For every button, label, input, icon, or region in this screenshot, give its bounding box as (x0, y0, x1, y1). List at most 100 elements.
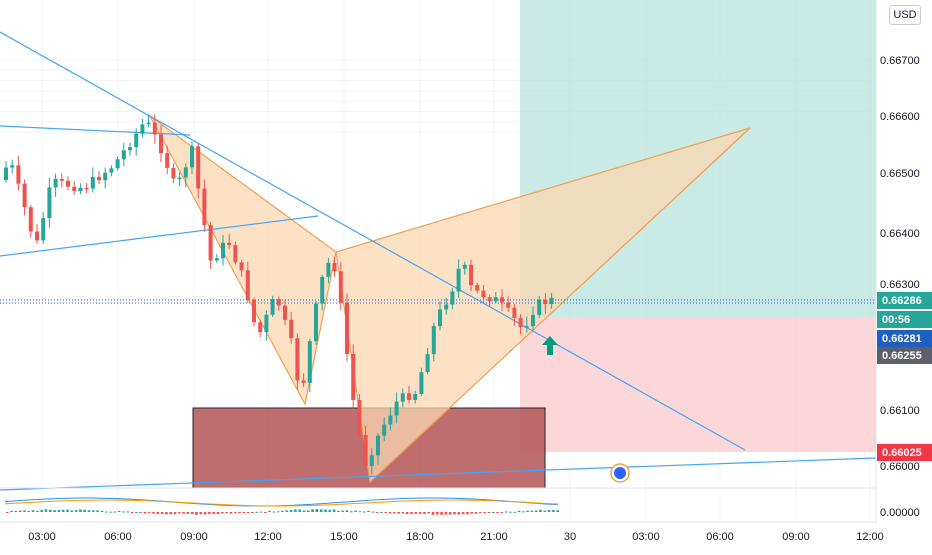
histogram-bar (491, 511, 495, 513)
signal-line (5, 499, 559, 507)
candle-body (531, 314, 535, 327)
candle-body (295, 338, 300, 381)
histogram-bar (272, 511, 276, 513)
up-arrow-icon[interactable] (542, 336, 558, 355)
histogram-bar (388, 512, 392, 514)
trendline-lower[interactable] (0, 215, 319, 257)
histogram-bar (126, 511, 129, 513)
flag-icon[interactable] (614, 467, 626, 479)
candle-body (283, 305, 287, 320)
histogram-bar (212, 512, 215, 515)
trendline-support[interactable] (0, 457, 877, 491)
histogram-bar (225, 512, 228, 514)
histogram-bar (79, 509, 82, 512)
histogram-bar (427, 512, 430, 514)
trendline-descending[interactable] (0, 31, 746, 451)
histogram-bar (66, 509, 69, 512)
x-tick-label: 09:00 (180, 531, 208, 543)
histogram-bar (302, 510, 306, 512)
histogram-bar (100, 510, 104, 512)
histogram-bar (173, 512, 177, 515)
price-tag-label: 0.66025 (882, 447, 922, 459)
candle-body (307, 341, 312, 383)
histogram-bar (483, 512, 486, 514)
price-tag-current[interactable]: 0.66286 (877, 292, 932, 309)
candle-body (159, 134, 163, 154)
histogram-bar (130, 512, 134, 513)
candle-body (481, 290, 486, 298)
histogram-bar (371, 511, 375, 513)
histogram-bar (208, 512, 211, 514)
histogram-bar (448, 512, 452, 515)
candle-body (128, 147, 132, 151)
histogram-bar (552, 510, 555, 512)
candle-body (72, 186, 77, 192)
candle-body (239, 262, 244, 271)
candle-body (78, 187, 83, 192)
histogram-bar (10, 510, 13, 512)
histogram-bar (139, 512, 142, 513)
candle-body (165, 153, 170, 168)
candle-body (301, 380, 306, 383)
candle-body (345, 302, 349, 354)
candle-body (146, 122, 151, 125)
histogram-bar (285, 510, 289, 512)
histogram-bar (539, 509, 542, 512)
trendline-top[interactable] (0, 125, 191, 136)
histogram-bar (375, 512, 379, 513)
histogram-bar (556, 510, 559, 512)
histogram-bar (513, 511, 516, 513)
histogram-bar (500, 512, 504, 513)
histogram-bar (461, 512, 465, 515)
candle-body (357, 400, 362, 435)
histogram-bar (92, 510, 95, 512)
histogram-bar (147, 512, 151, 513)
candle-body (183, 167, 188, 178)
histogram-bar (526, 510, 529, 512)
histogram-bar (6, 512, 9, 513)
histogram-bar (87, 510, 91, 512)
histogram-bar (401, 512, 405, 514)
histogram-bar (479, 512, 482, 513)
y-tick-label: 0.66100 (880, 405, 920, 417)
histogram-bar (517, 510, 521, 512)
histogram-bar (504, 511, 508, 513)
candle-body (419, 372, 424, 395)
histogram-bar (61, 509, 65, 512)
price-tag-countdown[interactable]: 00:56 (877, 311, 932, 328)
candle-body (376, 435, 380, 456)
currency-button[interactable]: USD (889, 5, 921, 25)
price-tag-bg (877, 311, 932, 328)
histogram-bar (345, 510, 349, 512)
histogram-bar (367, 510, 370, 512)
price-tag-stop[interactable]: 0.66025 (877, 444, 932, 461)
candle-body (382, 424, 387, 436)
histogram-bar (264, 512, 267, 513)
candle-body (493, 297, 498, 302)
price-tag-gray[interactable]: 0.66255 (877, 347, 932, 364)
histogram-bar (384, 512, 387, 513)
histogram-bar (423, 512, 426, 514)
histogram-bar (40, 509, 43, 512)
histogram-bar (242, 512, 246, 513)
candle-body (28, 207, 33, 232)
candle-body (351, 353, 356, 401)
candle-body (407, 393, 411, 400)
candle-body (134, 133, 139, 148)
histogram-bar (431, 512, 435, 515)
price-tag-label: 0.66286 (882, 295, 922, 307)
candle-body (450, 291, 455, 305)
stop-zone[interactable] (520, 317, 876, 452)
candle-body (53, 178, 58, 188)
histogram-bar (487, 512, 491, 513)
x-tick-label: 09:00 (782, 531, 810, 543)
candle-body (456, 268, 461, 292)
histogram-bar (246, 512, 250, 513)
histogram-bar (298, 509, 301, 512)
histogram-bar (238, 512, 241, 513)
histogram-bar (156, 512, 160, 514)
candle-body (66, 180, 70, 187)
price-tag-mark[interactable]: 0.66281 (877, 330, 932, 347)
